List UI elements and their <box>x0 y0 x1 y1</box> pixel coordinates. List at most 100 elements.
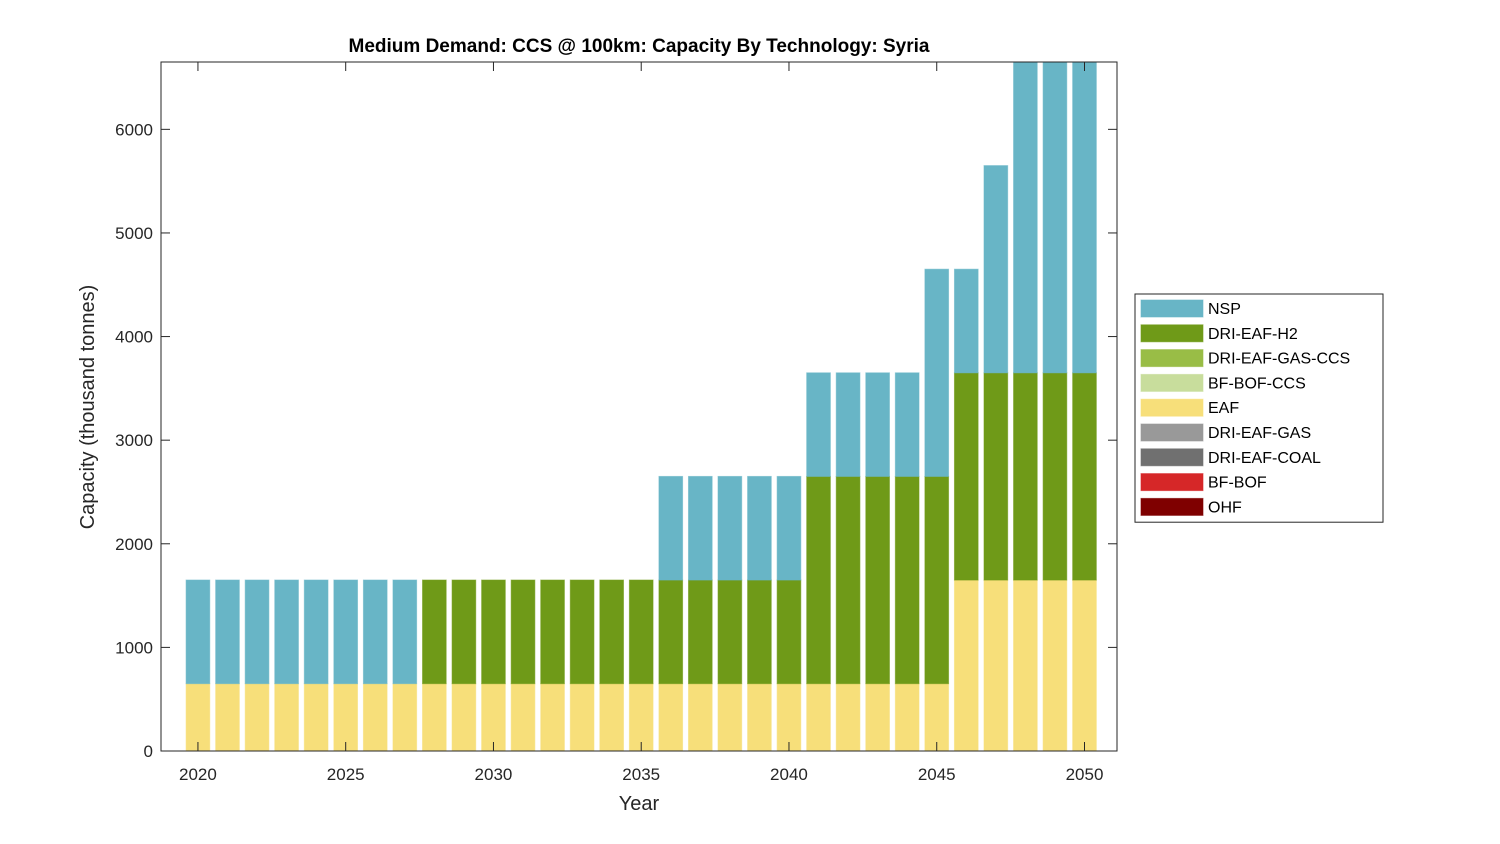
axes-box <box>160 61 1118 752</box>
bar-nsp-2024 <box>303 579 329 685</box>
bar-eaf-2042 <box>835 683 861 752</box>
bar-dri-eaf-h2-2040 <box>776 579 802 685</box>
bar-dri-eaf-h2-2039 <box>747 579 772 685</box>
bar-dri-eaf-h2-2030 <box>481 579 506 685</box>
bar-dri-eaf-h2-2050 <box>1072 372 1097 581</box>
bar-nsp-2044 <box>894 372 920 477</box>
bar-eaf-2027 <box>392 683 418 752</box>
bar-eaf-2049 <box>1042 579 1068 752</box>
x-tick-label: 2045 <box>918 765 956 784</box>
bar-eaf-2030 <box>481 683 506 752</box>
bar-eaf-2020 <box>185 683 211 752</box>
bar-dri-eaf-h2-2035 <box>628 579 654 685</box>
bar-eaf-2044 <box>894 683 920 752</box>
legend-label-eaf: EAF <box>1208 400 1239 417</box>
bar-nsp-2042 <box>835 372 861 477</box>
bar-eaf-2033 <box>569 683 595 752</box>
bar-eaf-2043 <box>865 683 890 752</box>
bar-nsp-2022 <box>244 579 270 685</box>
bar-eaf-2023 <box>274 683 299 752</box>
bar-eaf-2045 <box>924 683 950 752</box>
bar-nsp-2041 <box>806 372 831 477</box>
legend-swatch-bf-bof-ccs <box>1140 373 1204 392</box>
bar-nsp-2049 <box>1042 61 1068 374</box>
legend-swatch-dri-eaf-gas-ccs <box>1140 349 1204 368</box>
bar-eaf-2036 <box>658 683 684 752</box>
bar-dri-eaf-h2-2031 <box>510 579 536 685</box>
bar-dri-eaf-h2-2038 <box>717 579 743 685</box>
bar-dri-eaf-h2-2037 <box>687 579 713 685</box>
bar-nsp-2039 <box>747 475 772 581</box>
bar-eaf-2035 <box>628 683 654 752</box>
bar-eaf-2047 <box>983 579 1009 752</box>
legend-swatch-dri-eaf-coal <box>1140 448 1204 467</box>
bar-dri-eaf-h2-2036 <box>658 579 684 685</box>
bar-nsp-2023 <box>274 579 299 685</box>
bar-dri-eaf-h2-2041 <box>806 475 831 685</box>
bar-dri-eaf-h2-2047 <box>983 372 1009 581</box>
bar-nsp-2020 <box>185 579 211 685</box>
y-axis: 0 1000 2000 3000 4000 5000 6000 <box>115 120 1117 761</box>
bar-dri-eaf-h2-2048 <box>1013 372 1038 581</box>
y-tick-label: 0 <box>144 742 153 761</box>
bar-nsp-2047 <box>983 165 1009 374</box>
x-tick-label: 2040 <box>770 765 808 784</box>
legend-label-dri-eaf-coal: DRI-EAF-COAL <box>1208 450 1321 467</box>
legend: NSP DRI-EAF-H2 DRI-EAF-GAS-CCS BF-BOF-CCS EA… <box>1134 293 1384 523</box>
y-tick-label: 4000 <box>115 328 153 347</box>
bar-eaf-2026 <box>362 683 388 752</box>
bars-group <box>185 61 1097 752</box>
bar-nsp-2038 <box>717 475 743 581</box>
y-tick-label: 2000 <box>115 535 153 554</box>
x-tick-label: 2030 <box>475 765 513 784</box>
bar-nsp-2048 <box>1013 61 1038 374</box>
bar-nsp-2021 <box>215 579 240 685</box>
bar-eaf-2031 <box>510 683 536 752</box>
y-tick-label: 5000 <box>115 224 153 243</box>
bar-eaf-2024 <box>303 683 329 752</box>
x-tick-label: 2035 <box>622 765 660 784</box>
bar-eaf-2050 <box>1072 579 1097 752</box>
x-axis: 2020 2025 2030 2035 2040 2045 2050 <box>179 62 1103 784</box>
legend-swatch-nsp <box>1140 299 1204 318</box>
bar-eaf-2028 <box>422 683 447 752</box>
bar-dri-eaf-h2-2046 <box>953 372 979 581</box>
bar-dri-eaf-h2-2049 <box>1042 372 1068 581</box>
bar-eaf-2046 <box>953 579 979 752</box>
bar-dri-eaf-h2-2045 <box>924 475 950 685</box>
legend-label-dri-eaf-gas: DRI-EAF-GAS <box>1208 425 1311 442</box>
x-tick-label: 2020 <box>179 765 217 784</box>
bar-eaf-2040 <box>776 683 802 752</box>
bar-eaf-2034 <box>599 683 624 752</box>
bar-eaf-2029 <box>451 683 477 752</box>
y-tick-label: 1000 <box>115 638 153 657</box>
bar-dri-eaf-h2-2028 <box>422 579 447 685</box>
bar-dri-eaf-h2-2034 <box>599 579 624 685</box>
legend-label-bf-bof-ccs: BF-BOF-CCS <box>1208 375 1306 392</box>
legend-swatch-dri-eaf-gas <box>1140 423 1204 442</box>
y-tick-label: 6000 <box>115 120 153 139</box>
legend-swatch-dri-eaf-h2 <box>1140 324 1204 343</box>
bar-eaf-2048 <box>1013 579 1038 752</box>
bar-nsp-2026 <box>362 579 388 685</box>
legend-swatch-bf-bof <box>1140 473 1204 492</box>
bar-nsp-2043 <box>865 372 890 477</box>
bar-nsp-2037 <box>687 475 713 581</box>
chart-title: Medium Demand: CCS @ 100km: Capacity By … <box>349 36 930 57</box>
bar-eaf-2021 <box>215 683 240 752</box>
bar-nsp-2027 <box>392 579 418 685</box>
x-axis-label: Year <box>619 793 660 815</box>
y-tick-label: 3000 <box>115 431 153 450</box>
x-tick-label: 2050 <box>1066 765 1104 784</box>
legend-label-dri-eaf-gas-ccs: DRI-EAF-GAS-CCS <box>1208 351 1350 368</box>
legend-label-dri-eaf-h2: DRI-EAF-H2 <box>1208 326 1298 343</box>
bar-eaf-2037 <box>687 683 713 752</box>
legend-swatch-ohf <box>1140 497 1204 516</box>
bar-eaf-2041 <box>806 683 831 752</box>
bar-nsp-2036 <box>658 475 684 581</box>
bar-dri-eaf-h2-2029 <box>451 579 477 685</box>
legend-label-ohf: OHF <box>1208 499 1242 516</box>
bar-eaf-2032 <box>540 683 565 752</box>
legend-label-nsp: NSP <box>1208 301 1241 318</box>
